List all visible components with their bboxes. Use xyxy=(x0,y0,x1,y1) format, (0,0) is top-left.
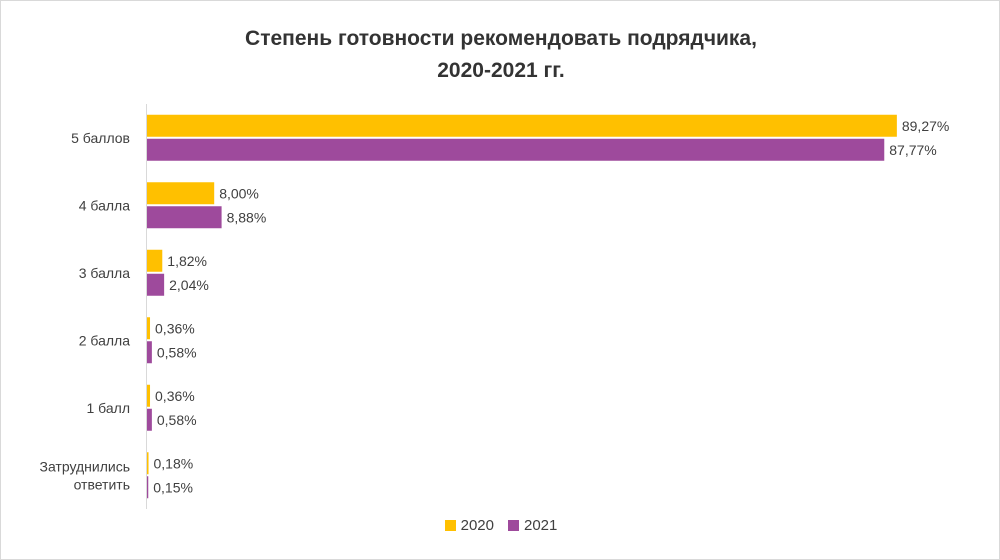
chart-title-line-2: 2020-2021 гг. xyxy=(437,59,565,82)
category-label: ответить xyxy=(74,476,130,492)
bar-2020 xyxy=(147,249,163,272)
data-label-2021: 0,58% xyxy=(157,344,197,360)
legend-item-2020: 2020 xyxy=(444,517,494,534)
category-label: 1 балл xyxy=(87,400,131,416)
bar-chart: 5 баллов 89,27% 87,77% 4 балла 8,00% 8,88% 3 б… xyxy=(39,104,949,509)
legend-swatch-2020 xyxy=(444,520,456,531)
data-label-2020: 8,00% xyxy=(219,185,259,201)
bar-2021 xyxy=(147,408,152,431)
legend-label-2020: 2020 xyxy=(460,517,494,534)
data-label-2020: 0,36% xyxy=(155,320,195,336)
chart-title: Степень готовности рекомендовать подрядч… xyxy=(1,23,1000,87)
data-label-2021: 8,88% xyxy=(227,209,267,225)
legend-item-2021: 2021 xyxy=(508,517,557,534)
legend-label-2021: 2021 xyxy=(524,517,558,534)
data-label-2020: 0,36% xyxy=(155,388,195,404)
bar-2021 xyxy=(147,206,222,229)
bar-2020 xyxy=(147,452,149,475)
bar-2020 xyxy=(147,317,151,340)
bar-2021 xyxy=(147,341,152,364)
bar-2020 xyxy=(147,384,151,407)
data-label-2020: 1,82% xyxy=(167,253,207,269)
bar-2021 xyxy=(147,273,165,296)
legend: 2020 2021 xyxy=(1,517,1000,534)
data-label-2021: 2,04% xyxy=(169,277,209,293)
category-label: 5 баллов xyxy=(71,130,130,146)
category-label: 4 балла xyxy=(79,197,130,213)
data-label-2020: 89,27% xyxy=(902,118,949,134)
bar-2021 xyxy=(147,476,149,499)
category-label: Затруднились xyxy=(39,458,130,474)
data-label-2020: 0,18% xyxy=(154,455,194,471)
data-label-2021: 0,15% xyxy=(153,479,193,495)
bar-2020 xyxy=(147,182,215,205)
category-label: 2 балла xyxy=(79,332,130,348)
chart-title-line-1: Степень готовности рекомендовать подрядч… xyxy=(245,27,757,50)
bar-2021 xyxy=(147,138,885,161)
legend-swatch-2021 xyxy=(508,520,519,531)
bar-2020 xyxy=(147,114,897,137)
data-label-2021: 0,58% xyxy=(157,412,197,428)
data-label-2021: 87,77% xyxy=(889,142,936,158)
category-label: 3 балла xyxy=(79,265,130,281)
